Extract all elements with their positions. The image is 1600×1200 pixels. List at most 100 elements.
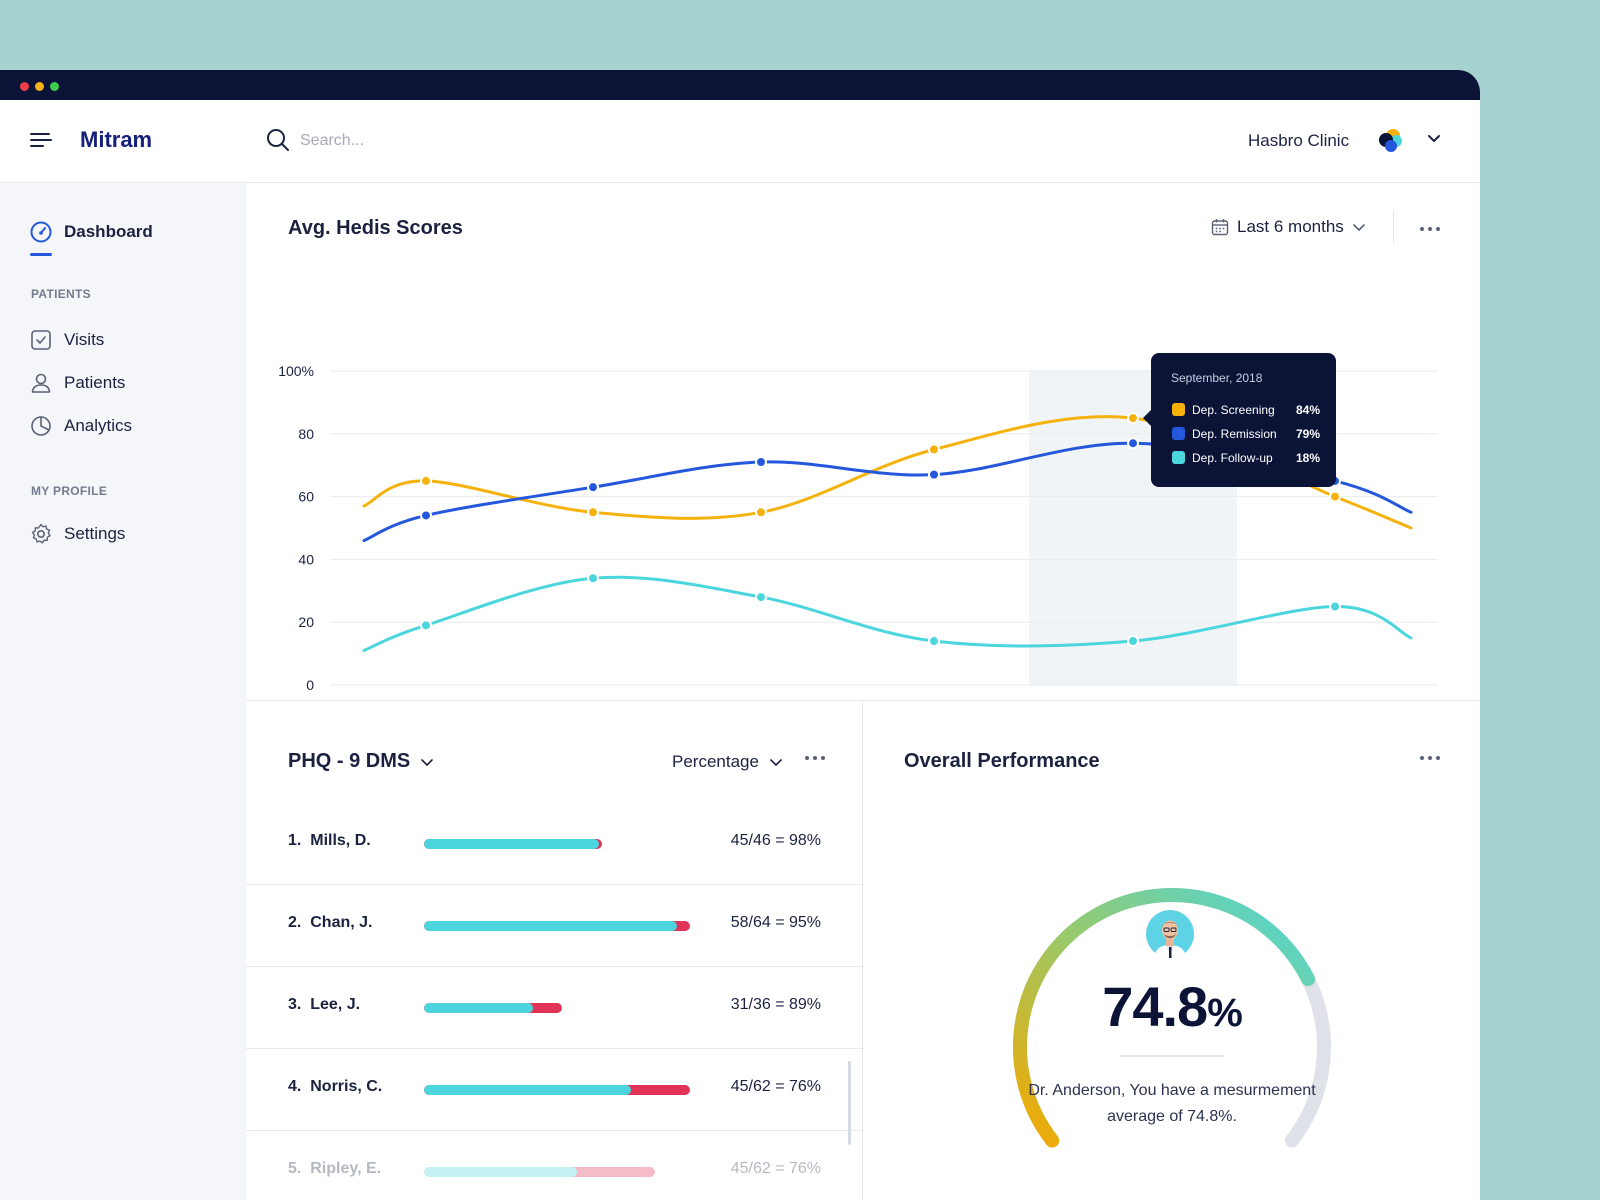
calendar-icon [1211, 219, 1229, 236]
close-window-button[interactable] [20, 82, 29, 91]
data-point[interactable] [755, 591, 767, 604]
tooltip-swatch [1172, 403, 1185, 416]
chevron-down-icon [421, 758, 434, 766]
pie-chart-icon [31, 416, 51, 436]
search-icon[interactable] [266, 128, 290, 152]
tooltip-series-value: 18% [1296, 451, 1320, 465]
patient-score: 45/46 = 98% [730, 832, 821, 849]
active-item-indicator [30, 253, 52, 256]
overall-performance-card: Overall Performance 74.8% D [864, 702, 1480, 1200]
maximize-window-button[interactable] [50, 82, 59, 91]
data-point[interactable] [1127, 412, 1139, 425]
y-tick-label: 20 [298, 614, 314, 630]
percentage-label: Percentage [672, 752, 759, 771]
data-point[interactable] [1329, 490, 1341, 503]
patient-name: 2. Chan, J. [288, 914, 373, 931]
account-chevron-down-icon[interactable] [1427, 132, 1441, 146]
tooltip-title: September, 2018 [1171, 371, 1263, 385]
data-point[interactable] [1127, 635, 1139, 648]
score-bar-fill [424, 839, 599, 849]
patient-name: 5. Ripley, E. [288, 1160, 382, 1177]
patient-score: 31/36 = 89% [730, 996, 821, 1013]
y-tick-label: 60 [298, 489, 314, 505]
divider [1121, 1055, 1223, 1057]
list-item[interactable]: 4. Norris, C. 45/62 = 76% [246, 1049, 863, 1131]
card-title: Overall Performance [904, 750, 1100, 772]
performance-message: Dr. Anderson, You have a mesurmement ave… [1028, 1082, 1316, 1125]
main-content: 100%806040200MayJuneJulyAugustSeptemberO… [246, 183, 1480, 1200]
data-point[interactable] [928, 635, 940, 648]
more-options-icon[interactable] [1418, 223, 1442, 235]
sidebar-item-patients[interactable]: Patients [30, 372, 125, 394]
patient-name: 4. Norris, C. [288, 1078, 383, 1095]
tooltip-series-label: Dep. Follow-up [1192, 451, 1273, 465]
data-point[interactable] [420, 619, 432, 632]
hedis-scores-card: 100%806040200MayJuneJulyAugustSeptemberO… [246, 183, 1480, 701]
app-window: Mitram Hasbro Clinic Dashboard PATIENT [0, 70, 1480, 1200]
data-point[interactable] [587, 572, 599, 585]
data-point[interactable] [1127, 437, 1139, 450]
tooltip-series-value: 79% [1296, 427, 1320, 441]
card-title: PHQ - 9 DMS [288, 750, 411, 772]
top-bar: Mitram Hasbro Clinic [0, 100, 1480, 183]
sidebar-item-settings[interactable]: Settings [30, 523, 125, 545]
list-item[interactable]: 5. Ripley, E. 45/62 = 76% [246, 1131, 863, 1200]
clinic-logo-icon[interactable] [1376, 127, 1404, 155]
patient-name: 1. Mills, D. [288, 832, 371, 849]
score-bar [424, 1085, 690, 1095]
score-bar-fill [424, 1085, 631, 1095]
tooltip-series-value: 84% [1296, 403, 1320, 417]
data-point[interactable] [928, 468, 940, 481]
clinic-name[interactable]: Hasbro Clinic [1248, 131, 1350, 150]
sidebar-item-analytics[interactable]: Analytics [30, 415, 132, 437]
list-item[interactable]: 3. Lee, J. 31/36 = 89% [246, 967, 863, 1049]
percentage-dropdown[interactable]: Percentage [672, 752, 783, 772]
sidebar-item-label: Visits [64, 330, 105, 349]
performance-number: 74.8 [1102, 975, 1208, 1038]
sidebar-item-label: Patients [64, 373, 126, 392]
tooltip-series-label: Dep. Remission [1192, 427, 1277, 441]
y-tick-label: 100% [278, 363, 314, 379]
data-point[interactable] [755, 506, 767, 519]
list-scrollbar[interactable] [848, 1061, 851, 1145]
search-input[interactable] [300, 126, 700, 156]
data-point[interactable] [587, 481, 599, 494]
phq-title-dropdown[interactable]: PHQ - 9 DMS [288, 750, 434, 773]
date-range-dropdown[interactable]: Last 6 months [1211, 217, 1366, 237]
data-point[interactable] [420, 509, 432, 522]
tooltip-swatch [1172, 427, 1185, 440]
list-item[interactable]: 1. Mills, D. 45/46 = 98% [246, 803, 863, 885]
minimize-window-button[interactable] [35, 82, 44, 91]
patient-score: 58/64 = 95% [730, 914, 821, 931]
hamburger-menu-icon[interactable] [30, 131, 52, 149]
more-options-icon[interactable] [803, 752, 827, 764]
data-point[interactable] [420, 474, 432, 487]
tooltip-swatch [1172, 451, 1185, 464]
data-point[interactable] [587, 506, 599, 519]
chart-tooltip: September, 2018 Dep. Screening 84% Dep. Rem… [1143, 353, 1336, 487]
data-point[interactable] [755, 456, 767, 469]
checkbox-icon [31, 330, 51, 350]
sidebar-item-dashboard[interactable]: Dashboard [30, 221, 153, 243]
score-bar-fill [424, 921, 677, 931]
y-tick-label: 80 [298, 426, 314, 442]
list-item[interactable]: 2. Chan, J. 58/64 = 95% [246, 885, 863, 967]
data-point[interactable] [928, 443, 940, 456]
score-bar [424, 1167, 655, 1177]
patient-score: 45/62 = 76% [730, 1078, 821, 1095]
series-line [362, 575, 1413, 652]
score-bar-fill [424, 1167, 577, 1177]
brand-logo-text[interactable]: Mitram [80, 127, 153, 152]
patient-name: 3. Lee, J. [288, 996, 361, 1013]
score-bar [424, 1003, 562, 1013]
gear-icon [31, 523, 51, 544]
more-options-icon[interactable] [1418, 752, 1442, 764]
sidebar-item-visits[interactable]: Visits [30, 329, 104, 351]
patient-score: 45/62 = 76% [730, 1160, 821, 1177]
performance-gauge [1013, 888, 1331, 1148]
phq-card: PHQ - 9 DMS Percentage 1. Mills, D. 45/46… [246, 702, 863, 1200]
score-bar-fill [424, 1003, 533, 1013]
data-point[interactable] [1329, 600, 1341, 613]
y-tick-label: 0 [306, 677, 314, 693]
performance-value: 74.8% [864, 974, 1480, 1039]
